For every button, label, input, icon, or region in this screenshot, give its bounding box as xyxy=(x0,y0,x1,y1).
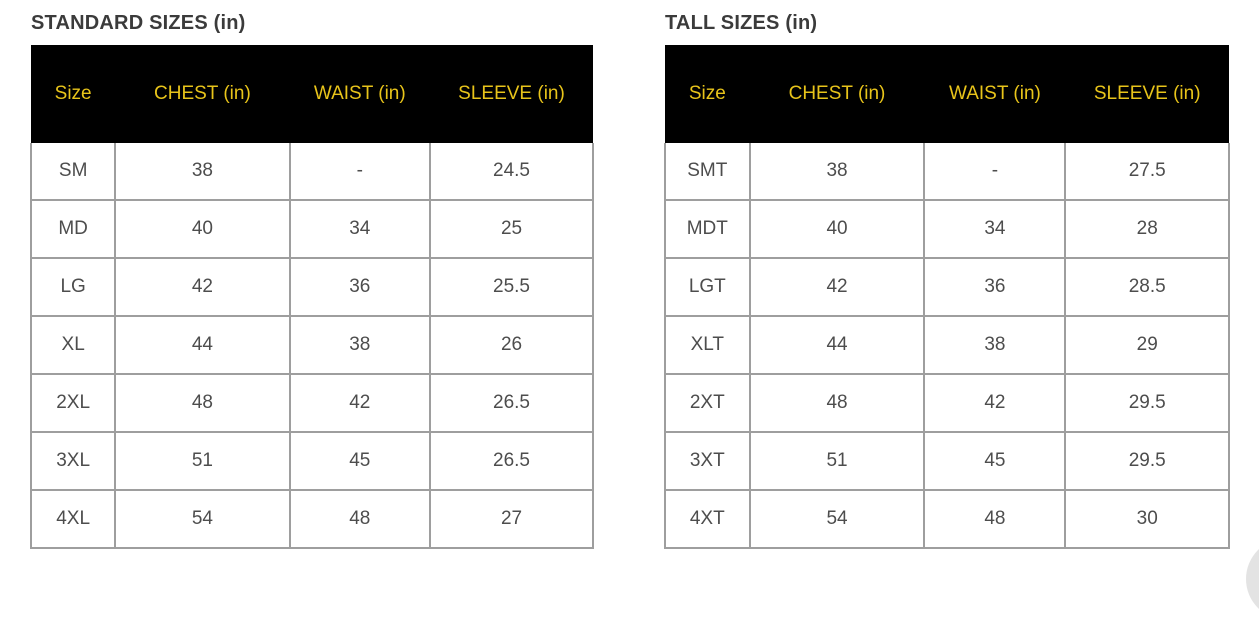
cell-size: XLT xyxy=(664,315,751,375)
table-row: 4XT 54 48 30 xyxy=(664,489,1230,549)
cell-waist: 48 xyxy=(923,489,1067,549)
tall-sizes-table: Size CHEST (in) WAIST (in) SLEEVE (in) S… xyxy=(664,45,1230,549)
cell-waist: 48 xyxy=(288,489,432,549)
cell-sleeve: 29.5 xyxy=(1064,431,1230,491)
column-header-chest: CHEST (in) xyxy=(749,45,925,143)
table-row: SMT 38 - 27.5 xyxy=(664,143,1230,201)
cell-sleeve: 26 xyxy=(429,315,594,375)
cell-size: SM xyxy=(29,143,117,201)
column-header-chest: CHEST (in) xyxy=(115,45,290,143)
cell-chest: 44 xyxy=(748,315,926,375)
column-header-size: Size xyxy=(665,45,750,143)
cell-waist: 36 xyxy=(923,257,1067,317)
tall-sizes-title: TALL SIZES (in) xyxy=(665,12,818,34)
cell-size: 4XL xyxy=(29,489,117,549)
cell-size: 4XT xyxy=(664,489,751,549)
cell-chest: 42 xyxy=(748,257,926,317)
cell-waist: 38 xyxy=(923,315,1067,375)
tall-sizes-section: TALL SIZES (in) Size CHEST (in) WAIST (i… xyxy=(664,10,1230,549)
cell-sleeve: 30 xyxy=(1064,489,1230,549)
cell-size: MDT xyxy=(664,199,751,259)
table-row: MDT 40 34 28 xyxy=(664,199,1230,259)
cell-waist: 36 xyxy=(288,257,432,317)
cell-size: SMT xyxy=(664,143,751,201)
cell-chest: 44 xyxy=(114,315,291,375)
column-header-sleeve: SLEEVE (in) xyxy=(430,45,593,143)
column-header-sleeve: SLEEVE (in) xyxy=(1065,45,1229,143)
standard-sizes-title: STANDARD SIZES (in) xyxy=(31,12,246,34)
table-header-row: Size CHEST (in) WAIST (in) SLEEVE (in) xyxy=(665,45,1229,143)
column-header-size: Size xyxy=(31,45,116,143)
cell-chest: 38 xyxy=(748,143,926,201)
cell-chest: 40 xyxy=(114,199,291,259)
page-root: { "colors": { "header_bg": "#000000", "h… xyxy=(29,10,1259,620)
table-row: LG 42 36 25.5 xyxy=(29,257,594,317)
cell-chest: 51 xyxy=(114,431,291,491)
cell-waist: 42 xyxy=(923,373,1067,433)
cell-chest: 48 xyxy=(748,373,926,433)
cell-chest: 54 xyxy=(114,489,291,549)
cell-sleeve: 24.5 xyxy=(429,143,594,201)
cell-sleeve: 26.5 xyxy=(429,431,594,491)
column-header-waist: WAIST (in) xyxy=(924,45,1066,143)
cell-size: 3XL xyxy=(29,431,117,491)
cell-chest: 51 xyxy=(748,431,926,491)
cell-sleeve: 28 xyxy=(1064,199,1230,259)
cell-waist: 45 xyxy=(923,431,1067,491)
cell-sleeve: 25.5 xyxy=(429,257,594,317)
cell-waist: 45 xyxy=(288,431,432,491)
table-row: 4XL 54 48 27 xyxy=(29,489,594,549)
cell-waist: - xyxy=(923,143,1067,201)
cell-size: 2XL xyxy=(29,373,117,433)
cell-size: MD xyxy=(29,199,117,259)
cell-sleeve: 29 xyxy=(1064,315,1230,375)
table-row: LGT 42 36 28.5 xyxy=(664,257,1230,317)
column-header-waist: WAIST (in) xyxy=(289,45,431,143)
cell-size: 2XT xyxy=(664,373,751,433)
cell-chest: 42 xyxy=(114,257,291,317)
cell-chest: 40 xyxy=(748,199,926,259)
table-row: SM 38 - 24.5 xyxy=(29,143,594,201)
cell-waist: 34 xyxy=(923,199,1067,259)
cell-sleeve: 28.5 xyxy=(1064,257,1230,317)
table-row: 3XL 51 45 26.5 xyxy=(29,431,594,491)
cell-size: LG xyxy=(29,257,117,317)
chat-widget-button[interactable] xyxy=(1246,538,1259,620)
cell-waist: - xyxy=(288,143,432,201)
cell-sleeve: 26.5 xyxy=(429,373,594,433)
cell-chest: 54 xyxy=(748,489,926,549)
cell-sleeve: 27 xyxy=(429,489,594,549)
table-row: 2XT 48 42 29.5 xyxy=(664,373,1230,433)
table-row: 2XL 48 42 26.5 xyxy=(29,373,594,433)
table-row: XLT 44 38 29 xyxy=(664,315,1230,375)
cell-sleeve: 27.5 xyxy=(1064,143,1230,201)
cell-waist: 38 xyxy=(288,315,432,375)
cell-sleeve: 25 xyxy=(429,199,594,259)
cell-sleeve: 29.5 xyxy=(1064,373,1230,433)
cell-size: XL xyxy=(29,315,117,375)
table-row: 3XT 51 45 29.5 xyxy=(664,431,1230,491)
table-header-row: Size CHEST (in) WAIST (in) SLEEVE (in) xyxy=(31,45,593,143)
standard-sizes-table: Size CHEST (in) WAIST (in) SLEEVE (in) S… xyxy=(29,45,594,549)
cell-chest: 48 xyxy=(114,373,291,433)
standard-sizes-section: STANDARD SIZES (in) Size CHEST (in) WAIS… xyxy=(29,10,594,549)
cell-waist: 34 xyxy=(288,199,432,259)
cell-size: LGT xyxy=(664,257,751,317)
cell-waist: 42 xyxy=(288,373,432,433)
cell-chest: 38 xyxy=(114,143,291,201)
table-row: MD 40 34 25 xyxy=(29,199,594,259)
cell-size: 3XT xyxy=(664,431,751,491)
table-row: XL 44 38 26 xyxy=(29,315,594,375)
